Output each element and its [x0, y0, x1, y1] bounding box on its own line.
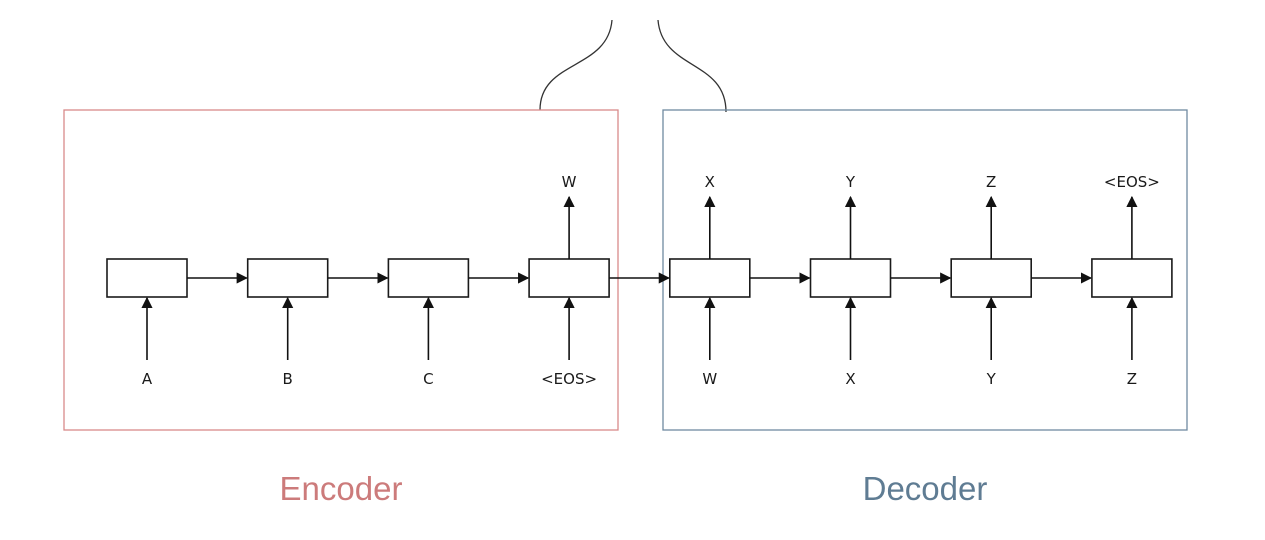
rnn-cells: A B C <EOS> W W X X Y Y Z Z <EOS>	[106, 173, 1173, 388]
decoder-cell-5	[668, 258, 751, 298]
encoder-cell-3	[387, 258, 470, 298]
decoder-output-label-6: Y	[845, 173, 856, 191]
encoder-output-label-4: W	[562, 173, 577, 191]
decoder-cell-7	[950, 258, 1033, 298]
decoder-input-label-7: Y	[986, 370, 997, 388]
decoder-cell-8	[1091, 258, 1173, 298]
encoder-input-label-1: A	[142, 370, 153, 388]
decoder-output-label-5: X	[705, 173, 715, 191]
decoder-cell-6	[809, 258, 892, 298]
encoder-input-label-2: B	[283, 370, 293, 388]
decoder-frame	[662, 109, 1188, 431]
encoder-input-label-4: <EOS>	[541, 370, 597, 388]
decoder-input-label-5: W	[702, 370, 717, 388]
brace-right-stroke	[657, 19, 727, 113]
encoder-frame	[63, 109, 619, 431]
encoder-cell-1	[106, 258, 188, 298]
brace-left-stroke	[539, 19, 613, 111]
brace	[539, 19, 727, 113]
encoder-cell-4	[528, 258, 610, 298]
decoder-output-label-7: Z	[986, 173, 996, 191]
encoder-label: Encoder	[280, 470, 403, 507]
encoder-cell-2	[246, 258, 329, 298]
decoder-label: Decoder	[863, 470, 988, 507]
decoder-input-label-6: X	[845, 370, 855, 388]
encoder-input-label-3: C	[423, 370, 433, 388]
decoder-input-label-8: Z	[1127, 370, 1137, 388]
decoder-output-label-8: <EOS>	[1104, 173, 1160, 191]
